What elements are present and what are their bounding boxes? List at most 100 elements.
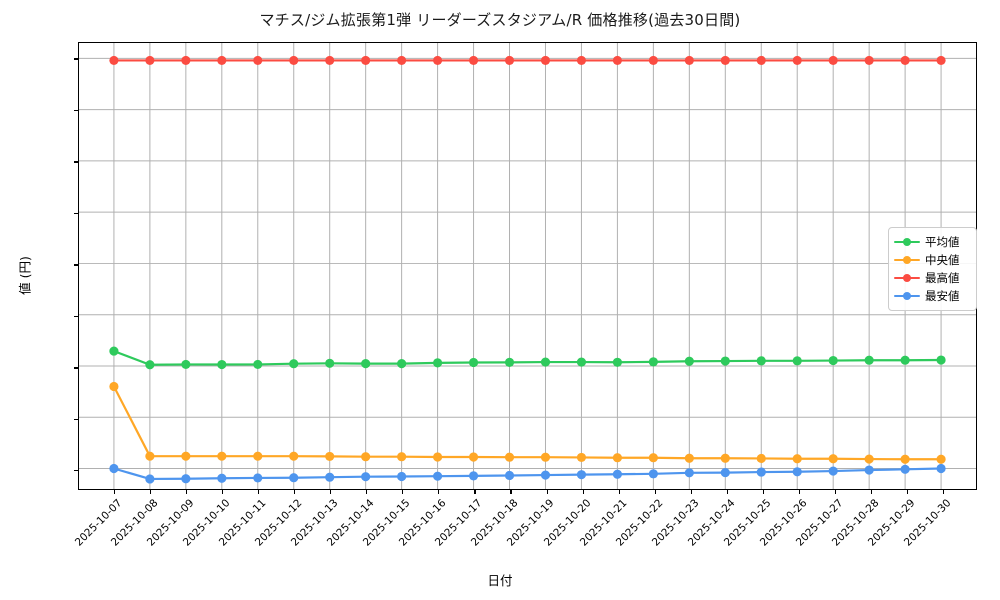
x-axis-tick-mark: [690, 489, 692, 494]
data-point: [612, 55, 622, 66]
legend-marker-icon: [894, 272, 920, 284]
x-axis-tick-mark: [510, 489, 512, 494]
data-point: [109, 346, 119, 356]
legend-item-2[interactable]: 中央値: [894, 251, 970, 269]
data-point: [864, 454, 874, 464]
data-point: [109, 463, 119, 474]
series-2: [109, 381, 946, 464]
series-line: [112, 467, 943, 481]
data-point: [684, 356, 694, 366]
legend-label: 最高値: [925, 271, 960, 285]
data-point: [576, 452, 587, 463]
data-point: [936, 463, 946, 474]
legend-dot-icon: [903, 238, 911, 246]
x-axis-tick-mark: [438, 489, 440, 494]
data-point: [217, 359, 227, 370]
data-point: [756, 467, 766, 477]
data-point: [648, 357, 658, 367]
data-point: [756, 55, 766, 66]
legend-item-3[interactable]: 最高値: [894, 269, 970, 287]
data-point: [936, 55, 946, 66]
data-point: [792, 356, 802, 366]
data-point: [217, 451, 227, 461]
data-point: [397, 452, 407, 462]
data-point: [397, 471, 407, 482]
data-point: [792, 454, 802, 464]
data-point: [397, 359, 407, 369]
legend-dot-icon: [903, 274, 911, 282]
y-axis-tick-mark: [74, 109, 79, 112]
y-axis-tick-mark: [74, 470, 79, 472]
data-point: [684, 55, 694, 66]
data-point: [433, 55, 443, 66]
data-point: [145, 451, 155, 461]
x-axis-tick-mark: [366, 489, 368, 494]
data-point: [900, 55, 910, 66]
x-axis-tick-mark: [150, 489, 152, 494]
series-layer: [109, 55, 946, 484]
data-point: [181, 359, 191, 370]
y-axis-tick-mark: [74, 418, 79, 420]
y-axis-label: 値 (円): [17, 256, 33, 295]
x-axis-tick-mark: [654, 489, 656, 494]
data-point: [936, 355, 946, 365]
legend-dot-icon: [903, 292, 911, 300]
y-axis-tick-mark: [74, 264, 79, 266]
data-point: [468, 471, 479, 481]
data-point: [540, 452, 551, 462]
legend-marker-icon: [894, 236, 920, 248]
legend-item-4[interactable]: 最安値: [894, 287, 970, 305]
data-point: [504, 55, 515, 66]
data-point: [397, 55, 407, 66]
data-point: [145, 360, 155, 370]
data-point: [864, 55, 874, 66]
data-point: [468, 452, 479, 462]
data-point: [720, 453, 730, 463]
data-point: [109, 55, 119, 66]
legend-label: 最安値: [925, 289, 960, 303]
data-point: [612, 453, 622, 463]
data-point: [504, 357, 515, 367]
legend-item-1[interactable]: 平均値: [894, 233, 970, 251]
data-point: [504, 452, 515, 462]
x-axis-tick-mark: [582, 489, 584, 494]
x-axis-tick-mark: [258, 489, 260, 494]
data-point: [289, 473, 299, 483]
data-point: [145, 55, 155, 66]
data-point: [540, 470, 551, 480]
data-point: [433, 452, 443, 462]
x-axis-tick-mark: [114, 489, 116, 494]
x-axis-tick-mark: [834, 489, 836, 494]
data-point: [468, 55, 479, 66]
data-point: [720, 356, 730, 366]
data-point: [361, 55, 371, 66]
data-point: [864, 355, 874, 365]
data-point: [612, 469, 622, 479]
data-point: [361, 359, 371, 369]
data-point: [756, 356, 766, 366]
data-point: [900, 355, 910, 365]
data-point: [217, 55, 227, 66]
grid-layer: [79, 43, 976, 489]
data-point: [181, 451, 191, 461]
data-point: [900, 454, 910, 464]
x-axis-label: 日付: [487, 573, 513, 588]
x-axis-tick-mark: [870, 489, 872, 494]
data-point: [468, 357, 479, 368]
x-axis-tick-mark: [762, 489, 764, 494]
x-axis-tick-mark: [402, 489, 404, 494]
legend-marker-icon: [894, 254, 920, 266]
y-axis-tick-mark: [74, 315, 79, 317]
x-axis-tick-mark: [186, 489, 188, 494]
x-axis-tick-mark: [546, 489, 548, 494]
data-point: [648, 55, 658, 66]
data-point: [289, 451, 299, 461]
data-point: [720, 55, 730, 66]
data-point: [828, 55, 838, 66]
x-axis-tick-mark: [798, 489, 800, 494]
data-point: [864, 465, 874, 475]
x-axis-tick-mark: [474, 489, 476, 494]
data-point: [325, 358, 335, 368]
y-axis-tick-mark: [74, 58, 79, 60]
